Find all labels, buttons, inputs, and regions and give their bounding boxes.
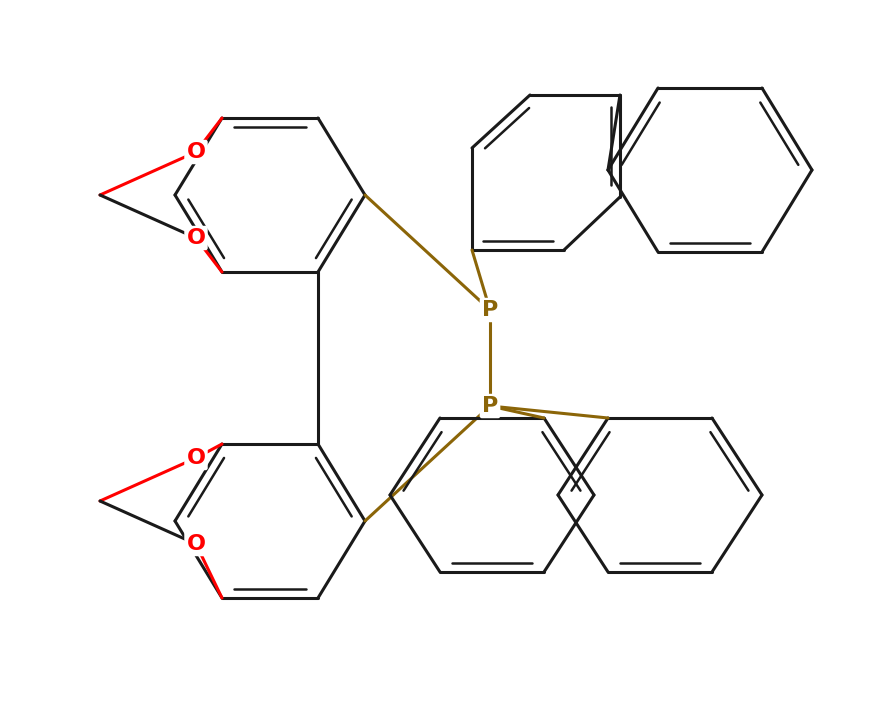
Text: P: P xyxy=(482,300,498,320)
Text: O: O xyxy=(186,534,205,554)
Text: O: O xyxy=(186,142,205,162)
Text: O: O xyxy=(186,228,205,248)
Text: P: P xyxy=(482,396,498,416)
Text: O: O xyxy=(186,448,205,468)
